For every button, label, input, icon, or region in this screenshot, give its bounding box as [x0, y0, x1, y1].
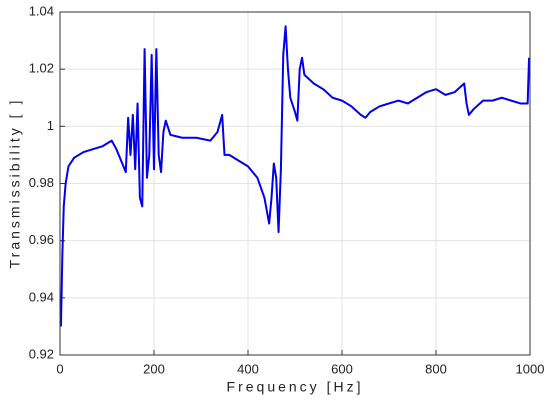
y-tick-label: 0.96: [29, 232, 54, 247]
plot-frame: [59, 11, 531, 356]
y-tick-label: 0.94: [29, 289, 54, 304]
x-tick-label: 400: [237, 361, 259, 376]
x-axis-label: Frequency [Hz]: [227, 379, 364, 395]
y-tick-label: 0.98: [29, 175, 54, 190]
y-axis-label: Transmissibility [ ]: [7, 98, 23, 269]
data-line: [59, 25, 531, 327]
y-tick-label: 1: [47, 118, 54, 133]
y-tick-label: 1.02: [29, 61, 54, 76]
x-tick-label: 200: [143, 361, 165, 376]
x-tick-label: 1000: [516, 361, 545, 376]
y-tick-label: 0.92: [29, 346, 54, 361]
x-tick-label: 600: [331, 361, 353, 376]
x-tick-label: 0: [56, 361, 63, 376]
x-tick-label: 800: [425, 361, 447, 376]
y-tick-label: 1.04: [29, 3, 54, 18]
